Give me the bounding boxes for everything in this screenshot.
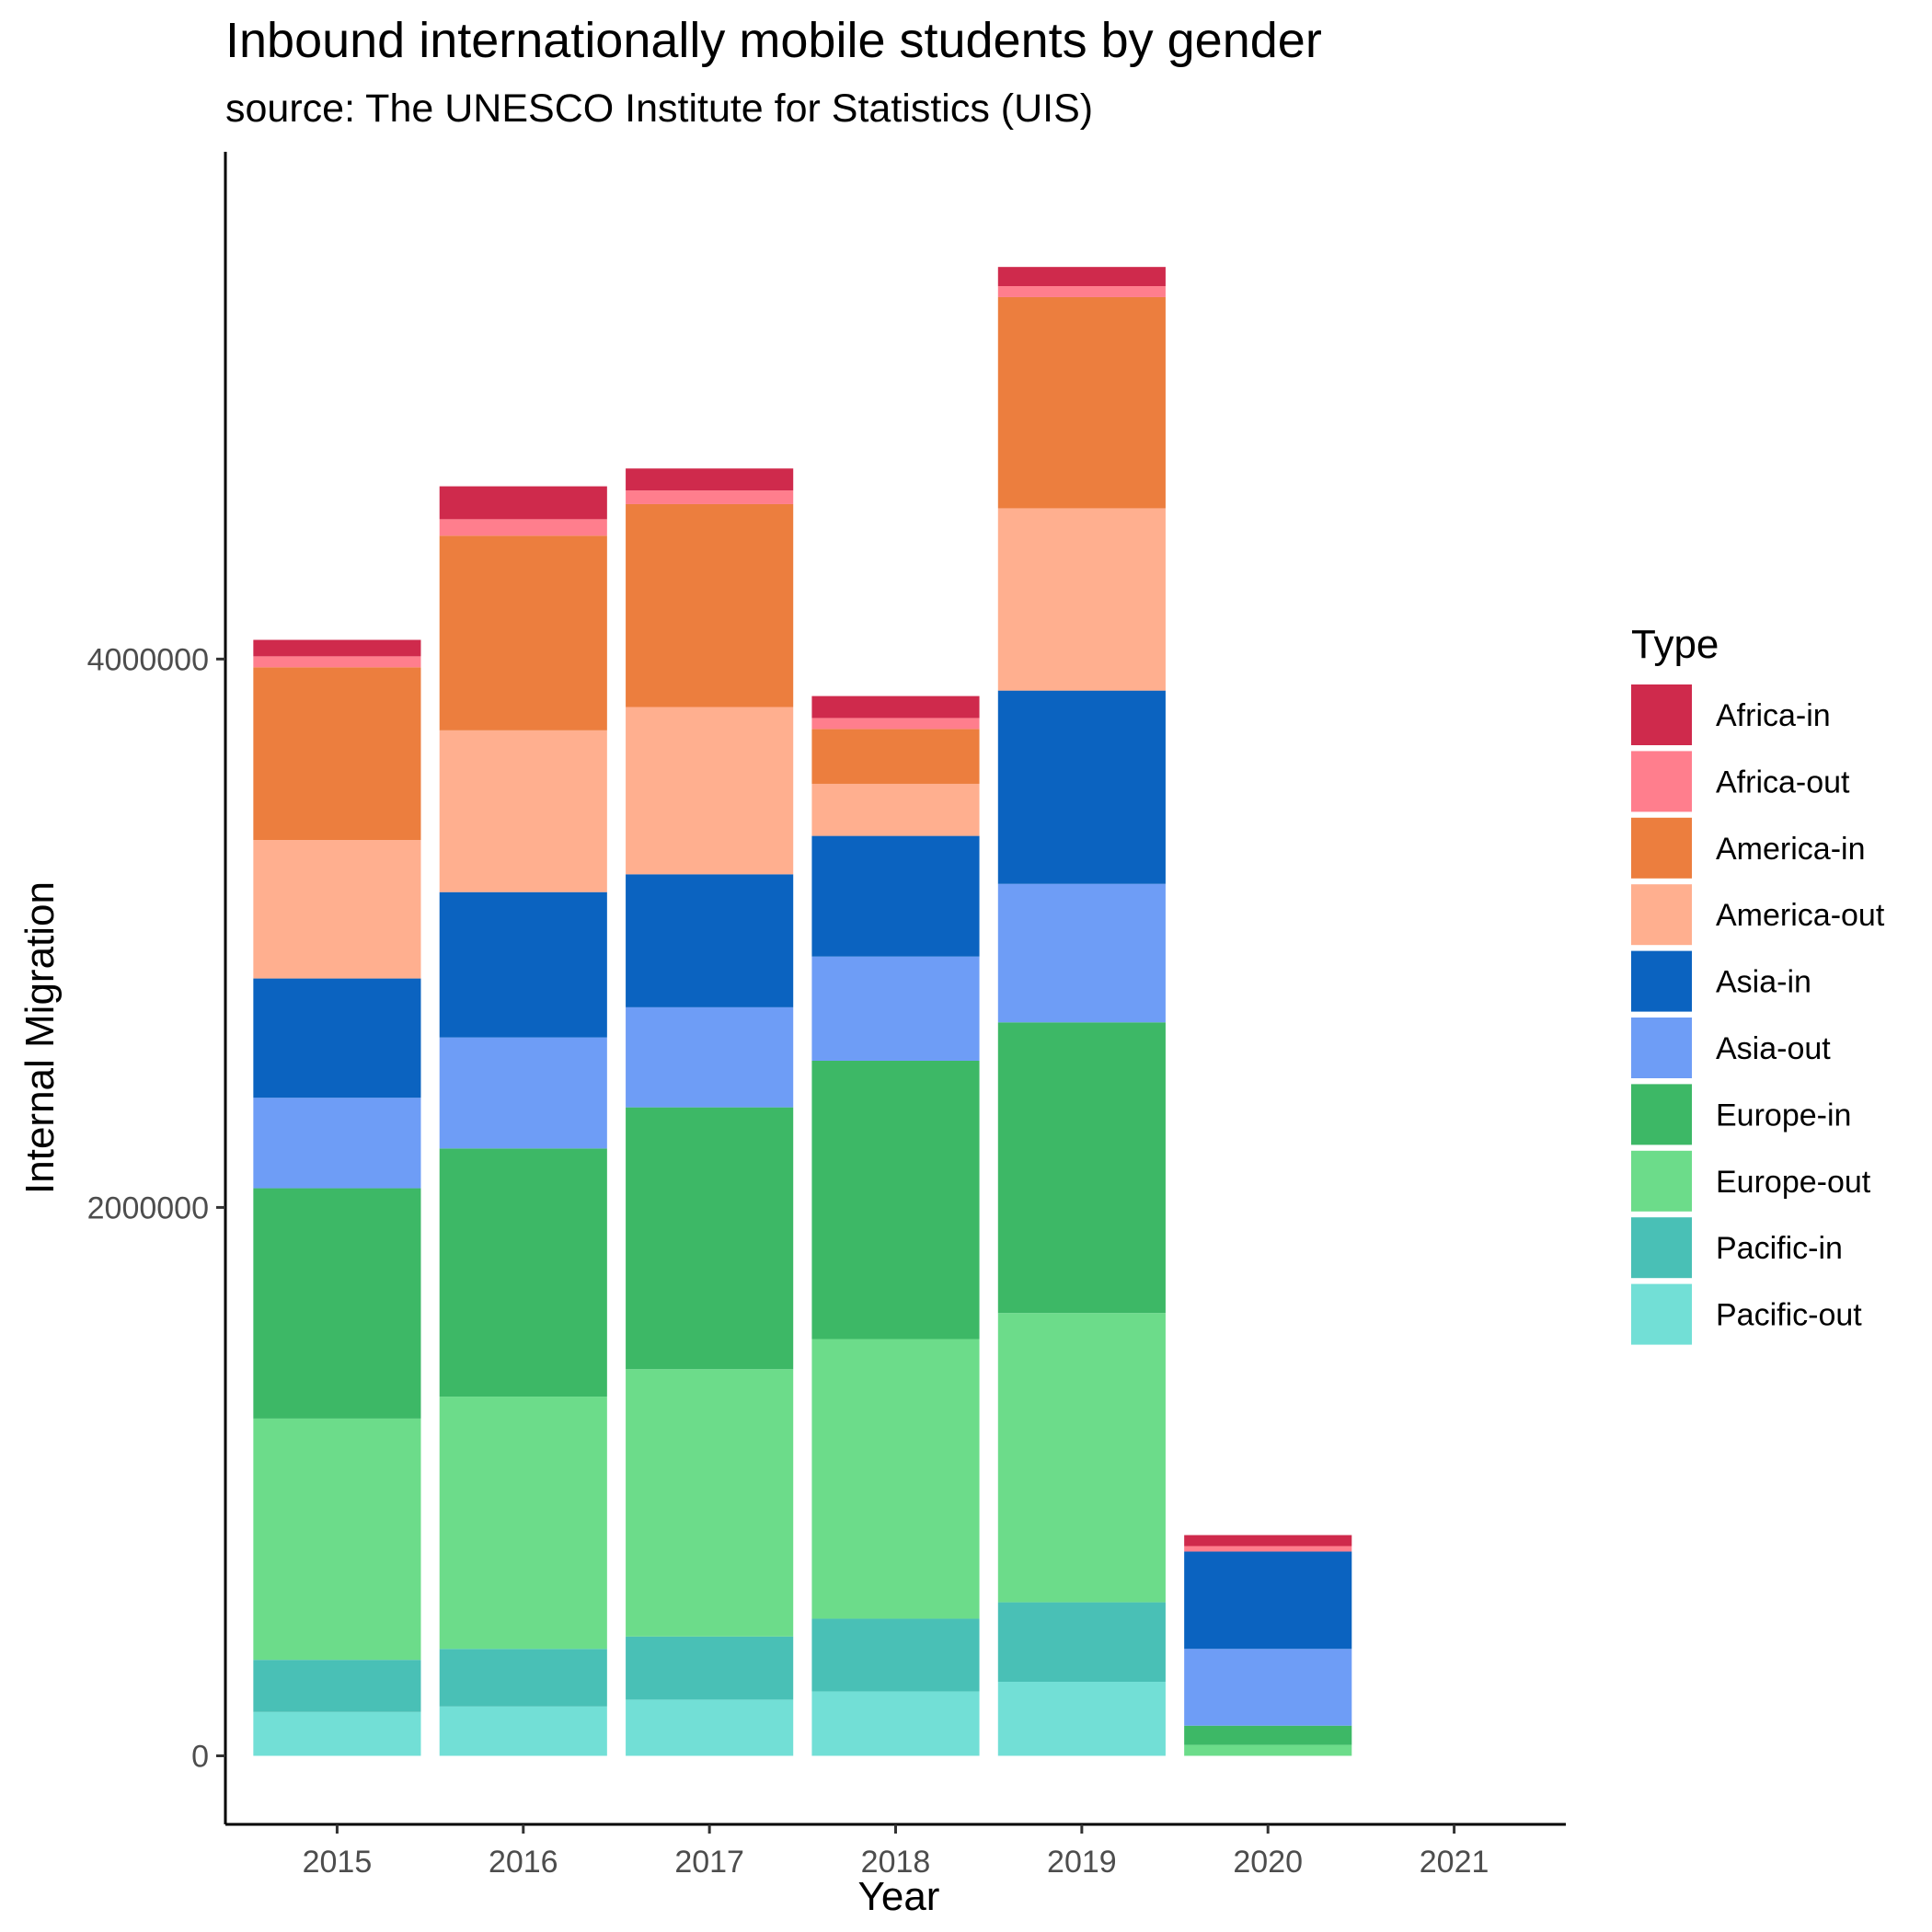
bar-2015-asia-out bbox=[253, 1098, 421, 1189]
bar-2017-asia-in bbox=[626, 874, 794, 1007]
bar-2016-europe-in bbox=[439, 1148, 607, 1397]
x-tick-label-2021: 2021 bbox=[1420, 1845, 1489, 1880]
legend-key-africa-out bbox=[1631, 751, 1692, 812]
y-tick-label-0: 0 bbox=[191, 1739, 209, 1774]
bar-2017-america-in bbox=[626, 503, 794, 707]
bar-2017-asia-out bbox=[626, 1006, 794, 1108]
bar-2015-europe-in bbox=[253, 1188, 421, 1419]
bar-2015-africa-in bbox=[253, 639, 421, 657]
bar-2015-america-out bbox=[253, 840, 421, 979]
bar-2016-america-out bbox=[439, 730, 607, 892]
chart-title: Inbound internationally mobile students … bbox=[225, 13, 1322, 68]
x-tick-label-2017: 2017 bbox=[674, 1845, 744, 1880]
legend-label-africa-out: Africa-out bbox=[1716, 765, 1850, 799]
x-tick-label-2020: 2020 bbox=[1233, 1845, 1303, 1880]
legend-key-europe-out bbox=[1631, 1150, 1692, 1212]
bar-2017-europe-out bbox=[626, 1369, 794, 1637]
legend-label-pacific-out: Pacific-out bbox=[1716, 1298, 1862, 1333]
bar-2019-europe-in bbox=[997, 1022, 1166, 1314]
bar-2019-pacific-in bbox=[997, 1602, 1166, 1683]
bar-2017-pacific-out bbox=[626, 1699, 794, 1756]
bar-2017-pacific-in bbox=[626, 1636, 794, 1700]
bar-2017-america-out bbox=[626, 707, 794, 875]
bar-2018-europe-out bbox=[811, 1339, 980, 1619]
bar-2018-africa-in bbox=[811, 696, 980, 719]
chart-subtitle: source: The UNESCO Institute for Statist… bbox=[225, 86, 1093, 131]
legend-label-america-out: America-out bbox=[1716, 898, 1885, 933]
legend-key-pacific-out bbox=[1631, 1283, 1692, 1345]
bar-2019-america-in bbox=[997, 296, 1166, 509]
y-tick-label-4000000: 4000000 bbox=[87, 642, 209, 677]
bar-2020-asia-out bbox=[1184, 1649, 1352, 1726]
bar-2015-pacific-out bbox=[253, 1711, 421, 1756]
bar-2019-america-out bbox=[997, 508, 1166, 691]
bar-2015-asia-in bbox=[253, 978, 421, 1098]
bar-2019-africa-in bbox=[997, 267, 1166, 287]
legend-label-pacific-in: Pacific-in bbox=[1716, 1231, 1843, 1266]
y-axis-title: Internal Migration bbox=[17, 881, 63, 1194]
bar-2020-africa-out bbox=[1184, 1546, 1352, 1552]
bar-2016-pacific-out bbox=[439, 1706, 607, 1756]
legend-label-europe-in: Europe-in bbox=[1716, 1098, 1851, 1133]
legend-label-asia-in: Asia-in bbox=[1716, 965, 1811, 1000]
y-tick-label-2000000: 2000000 bbox=[87, 1190, 209, 1225]
bar-2020-africa-in bbox=[1184, 1535, 1352, 1547]
bar-2016-africa-out bbox=[439, 519, 607, 536]
bar-2015-europe-out bbox=[253, 1418, 421, 1661]
bar-2017-europe-in bbox=[626, 1107, 794, 1370]
bar-2016-america-in bbox=[439, 535, 607, 730]
bar-2015-pacific-in bbox=[253, 1660, 421, 1712]
bars-layer bbox=[253, 267, 1352, 1756]
legend-key-africa-in bbox=[1631, 684, 1692, 745]
bar-2018-asia-in bbox=[811, 835, 980, 957]
legend-label-africa-in: Africa-in bbox=[1716, 698, 1831, 733]
legend-key-america-out bbox=[1631, 884, 1692, 946]
bar-2016-asia-out bbox=[439, 1037, 607, 1149]
bar-2018-america-in bbox=[811, 729, 980, 784]
x-tick-label-2019: 2019 bbox=[1047, 1845, 1117, 1880]
bar-2017-africa-in bbox=[626, 468, 794, 491]
bar-2018-pacific-in bbox=[811, 1618, 980, 1692]
bar-2019-asia-in bbox=[997, 690, 1166, 884]
legend-title: Type bbox=[1631, 622, 1719, 667]
bar-2019-africa-out bbox=[997, 286, 1166, 297]
legend-key-europe-in bbox=[1631, 1084, 1692, 1145]
legend-key-asia-out bbox=[1631, 1018, 1692, 1078]
axes-layer: 0 2000000 4000000 2015 2016 2017 2018 2019 2020 2… bbox=[87, 152, 1566, 1880]
x-tick-label-2018: 2018 bbox=[861, 1845, 931, 1880]
legend-label-asia-out: Asia-out bbox=[1716, 1031, 1831, 1066]
legend-label-america-in: America-in bbox=[1716, 832, 1865, 867]
bar-2015-africa-out bbox=[253, 656, 421, 668]
bar-2015-america-in bbox=[253, 667, 421, 841]
bar-2016-asia-in bbox=[439, 891, 607, 1038]
x-axis-title: Year bbox=[858, 1874, 940, 1919]
bar-2018-pacific-out bbox=[811, 1691, 980, 1756]
legend-key-america-in bbox=[1631, 817, 1692, 879]
bar-2020-asia-in bbox=[1184, 1551, 1352, 1650]
bar-2020-europe-out bbox=[1184, 1744, 1352, 1756]
bar-2018-europe-in bbox=[811, 1060, 980, 1340]
bar-2018-asia-out bbox=[811, 956, 980, 1061]
bar-2019-europe-out bbox=[997, 1313, 1166, 1603]
legend-key-asia-in bbox=[1631, 950, 1692, 1012]
bar-2019-pacific-out bbox=[997, 1682, 1166, 1756]
bar-2018-america-out bbox=[811, 783, 980, 836]
bar-2018-africa-out bbox=[811, 718, 980, 730]
bar-2019-asia-out bbox=[997, 883, 1166, 1023]
x-tick-label-2015: 2015 bbox=[303, 1845, 373, 1880]
bar-2020-europe-in bbox=[1184, 1725, 1352, 1745]
bar-2017-africa-out bbox=[626, 490, 794, 504]
bar-2016-europe-out bbox=[439, 1397, 607, 1650]
x-tick-label-2016: 2016 bbox=[489, 1845, 558, 1880]
bar-2016-pacific-in bbox=[439, 1649, 607, 1707]
legend-label-europe-out: Europe-out bbox=[1716, 1165, 1871, 1200]
bar-2016-africa-in bbox=[439, 486, 607, 520]
legend: Type Africa-in Africa-out America-in Americ… bbox=[1631, 622, 1885, 1345]
legend-key-pacific-in bbox=[1631, 1217, 1692, 1279]
